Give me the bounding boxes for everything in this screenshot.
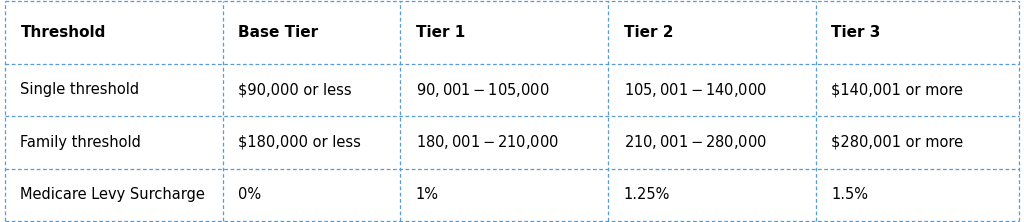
Text: 1.25%: 1.25% — [624, 187, 670, 202]
Bar — [816, 64, 1019, 116]
Bar — [608, 1, 816, 64]
Text: Family threshold: Family threshold — [20, 135, 141, 150]
Text: $90,000 or less: $90,000 or less — [239, 83, 352, 97]
Text: Base Tier: Base Tier — [239, 25, 318, 40]
Bar — [608, 116, 816, 168]
Bar — [223, 168, 400, 221]
Text: Medicare Levy Surcharge: Medicare Levy Surcharge — [20, 187, 206, 202]
Text: $140,001 or more: $140,001 or more — [831, 83, 964, 97]
Text: Threshold: Threshold — [20, 25, 105, 40]
Bar — [223, 1, 400, 64]
Bar — [608, 168, 816, 221]
Bar — [5, 1, 223, 64]
Bar — [5, 168, 223, 221]
Text: Tier 3: Tier 3 — [831, 25, 881, 40]
Text: Tier 2: Tier 2 — [624, 25, 673, 40]
Text: $105,001 - $140,000: $105,001 - $140,000 — [624, 81, 767, 99]
Text: Tier 1: Tier 1 — [416, 25, 465, 40]
Text: $280,001 or more: $280,001 or more — [831, 135, 964, 150]
Bar — [400, 116, 608, 168]
Bar — [400, 168, 608, 221]
Bar — [5, 64, 223, 116]
Bar — [816, 1, 1019, 64]
Text: Single threshold: Single threshold — [20, 83, 139, 97]
Text: $180,000 or less: $180,000 or less — [239, 135, 361, 150]
Bar — [223, 64, 400, 116]
Text: $180,001 - $210,000: $180,001 - $210,000 — [416, 133, 559, 151]
Text: 0%: 0% — [239, 187, 261, 202]
Text: 1.5%: 1.5% — [831, 187, 868, 202]
Text: $90,001 - $105,000: $90,001 - $105,000 — [416, 81, 549, 99]
Text: 1%: 1% — [416, 187, 439, 202]
Bar — [5, 116, 223, 168]
Bar — [608, 64, 816, 116]
Bar — [400, 1, 608, 64]
Bar — [223, 116, 400, 168]
Bar — [816, 116, 1019, 168]
Bar — [400, 64, 608, 116]
Text: $210,001 - $280,000: $210,001 - $280,000 — [624, 133, 767, 151]
Bar — [816, 168, 1019, 221]
